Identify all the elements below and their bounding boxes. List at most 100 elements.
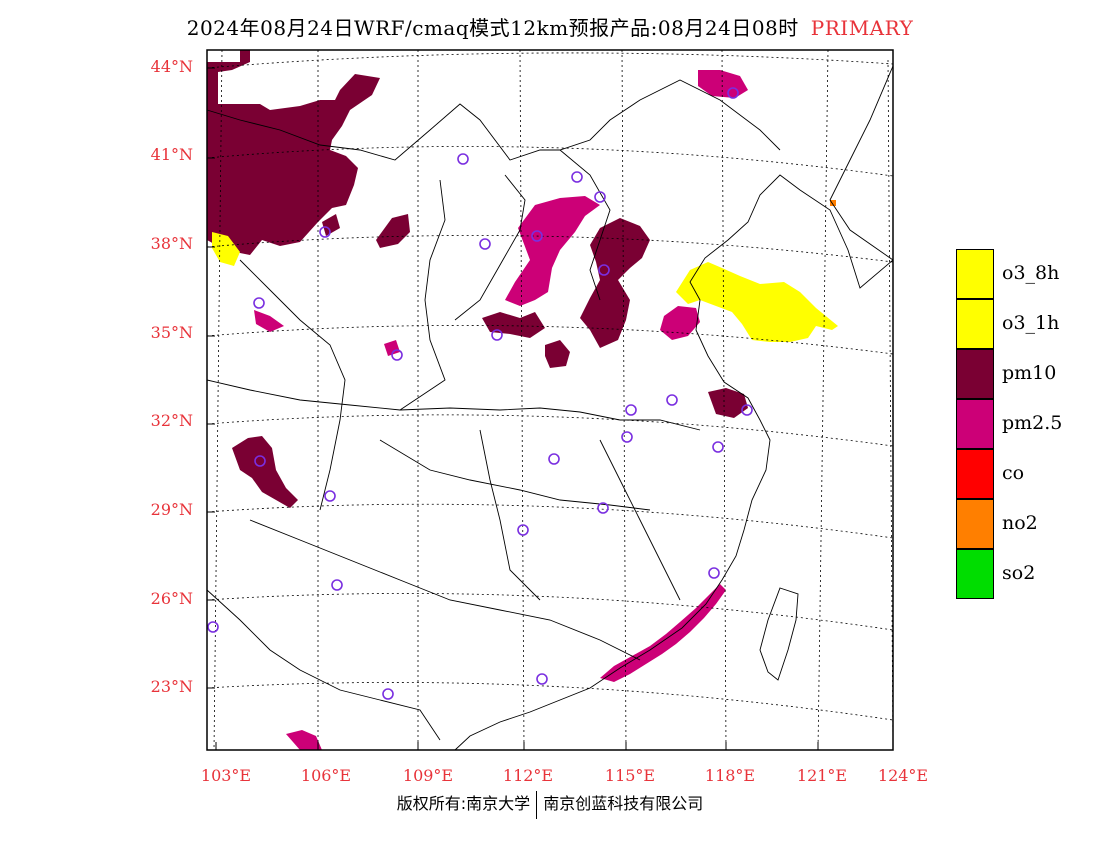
parallel-35 [206, 325, 894, 355]
pm25-region-misc-1 [254, 310, 284, 332]
lat-label: 29°N [151, 500, 193, 519]
pm25-region-jiangsu [698, 70, 748, 98]
lat-label: 44°N [151, 57, 193, 76]
pm10-region-inner [376, 214, 410, 248]
pm25-region-north-china [505, 196, 600, 306]
legend-swatch [956, 299, 994, 349]
shaanxi-boundary [399, 179, 446, 411]
station-marker [571, 171, 583, 183]
korea-coast [829, 65, 894, 261]
o3-region-west [212, 232, 240, 266]
meridian-112 [519, 49, 525, 751]
pm25-region-guangdong [286, 730, 322, 750]
station-marker [712, 441, 724, 453]
south-boundary [249, 519, 641, 661]
station-marker [536, 673, 548, 685]
lon-label: 118°E [705, 766, 755, 785]
lon-label: 124°E [878, 766, 928, 785]
parallel-26 [206, 593, 894, 631]
pm10-region-henan [545, 340, 570, 368]
station-marker [727, 87, 739, 99]
jiangxi-boundary [599, 439, 681, 601]
station-markers [207, 87, 753, 700]
central-boundary [379, 439, 651, 511]
southwest-boundary [206, 589, 441, 741]
legend-label: pm10 [1002, 362, 1057, 384]
lat-label: 26°N [151, 589, 193, 608]
legend-swatch [956, 499, 994, 549]
sichuan-boundary [239, 259, 346, 511]
legend-label: o3_1h [1002, 312, 1060, 334]
lon-label: 106°E [301, 766, 351, 785]
map-frame [206, 49, 894, 751]
lat-label: 23°N [151, 677, 193, 696]
lat-label: 41°N [151, 145, 193, 164]
inner-mongolia-boundary [206, 79, 781, 161]
lon-label: 121°E [797, 766, 847, 785]
shanxi-boundary [454, 174, 526, 321]
station-marker [517, 524, 529, 536]
station-marker [331, 579, 343, 591]
hunan-boundary [479, 429, 541, 601]
title-tag: PRIMARY [810, 16, 914, 40]
station-marker [479, 238, 491, 250]
coastline [454, 174, 894, 751]
station-marker [708, 567, 720, 579]
chart-title: 2024年08月24日WRF/cmaq模式12km预报产品:08月24日08时 P… [0, 12, 1100, 41]
station-marker [594, 191, 606, 203]
station-marker [253, 297, 265, 309]
station-marker [597, 502, 609, 514]
pm25-region-shandong [660, 306, 700, 340]
pm10-region-north-china [580, 218, 650, 348]
meridian-118 [721, 49, 727, 751]
pm25-region-southeast-coast [600, 584, 726, 682]
legend-label: o3_8h [1002, 262, 1060, 284]
latitude-labels: 44°N 41°N 38°N 35°N 32°N 29°N 26°N 23°N [151, 57, 193, 696]
station-marker [625, 404, 637, 416]
graticule [206, 49, 894, 751]
title-main: 2024年08月24日WRF/cmaq模式12km预报产品:08月24日08时 [186, 16, 799, 40]
legend-label: so2 [1002, 562, 1036, 584]
no2-spot [830, 200, 836, 206]
tick-marks [207, 67, 894, 750]
footer-left: 版权所有:南京大学 [396, 794, 531, 813]
lon-label: 109°E [403, 766, 453, 785]
pm10-region-north [207, 50, 380, 255]
footer-right: 南京创蓝科技有限公司 [543, 794, 704, 813]
lat-label: 32°N [151, 411, 193, 430]
station-marker [207, 621, 219, 633]
lon-label: 112°E [503, 766, 553, 785]
pm10-region-nw [322, 214, 340, 236]
pm10-region-sichuan [232, 436, 298, 508]
station-marker [254, 455, 266, 467]
pm10-region-central [482, 312, 545, 338]
legend-swatch [956, 349, 994, 399]
hebei-boundary [559, 149, 611, 301]
legend-swatch [956, 549, 994, 599]
lat-label: 38°N [151, 234, 193, 253]
station-marker [457, 153, 469, 165]
o3-region-yellow-sea [676, 262, 838, 342]
meridian-124 [887, 59, 894, 751]
meridian-121 [817, 49, 829, 751]
parallel-29 [206, 503, 894, 539]
parallel-38 [206, 235, 894, 263]
pollutant-fields [207, 50, 838, 750]
boundaries [206, 65, 894, 751]
station-marker [666, 394, 678, 406]
pm25-region-misc-2 [384, 340, 400, 356]
station-marker [531, 230, 543, 242]
station-marker [324, 490, 336, 502]
longitude-labels: 103°E 106°E 109°E 112°E 115°E 118°E 121°… [201, 766, 928, 785]
station-marker [621, 431, 633, 443]
station-marker [382, 688, 394, 700]
station-marker [391, 349, 403, 361]
footer-separator [536, 790, 538, 819]
pm10-region-jiangxi [708, 388, 748, 418]
meridian-103 [213, 49, 223, 751]
legend-label: pm2.5 [1002, 412, 1063, 434]
lon-label: 115°E [605, 766, 655, 785]
legend-swatch [956, 449, 994, 499]
legend-label: no2 [1002, 512, 1038, 534]
